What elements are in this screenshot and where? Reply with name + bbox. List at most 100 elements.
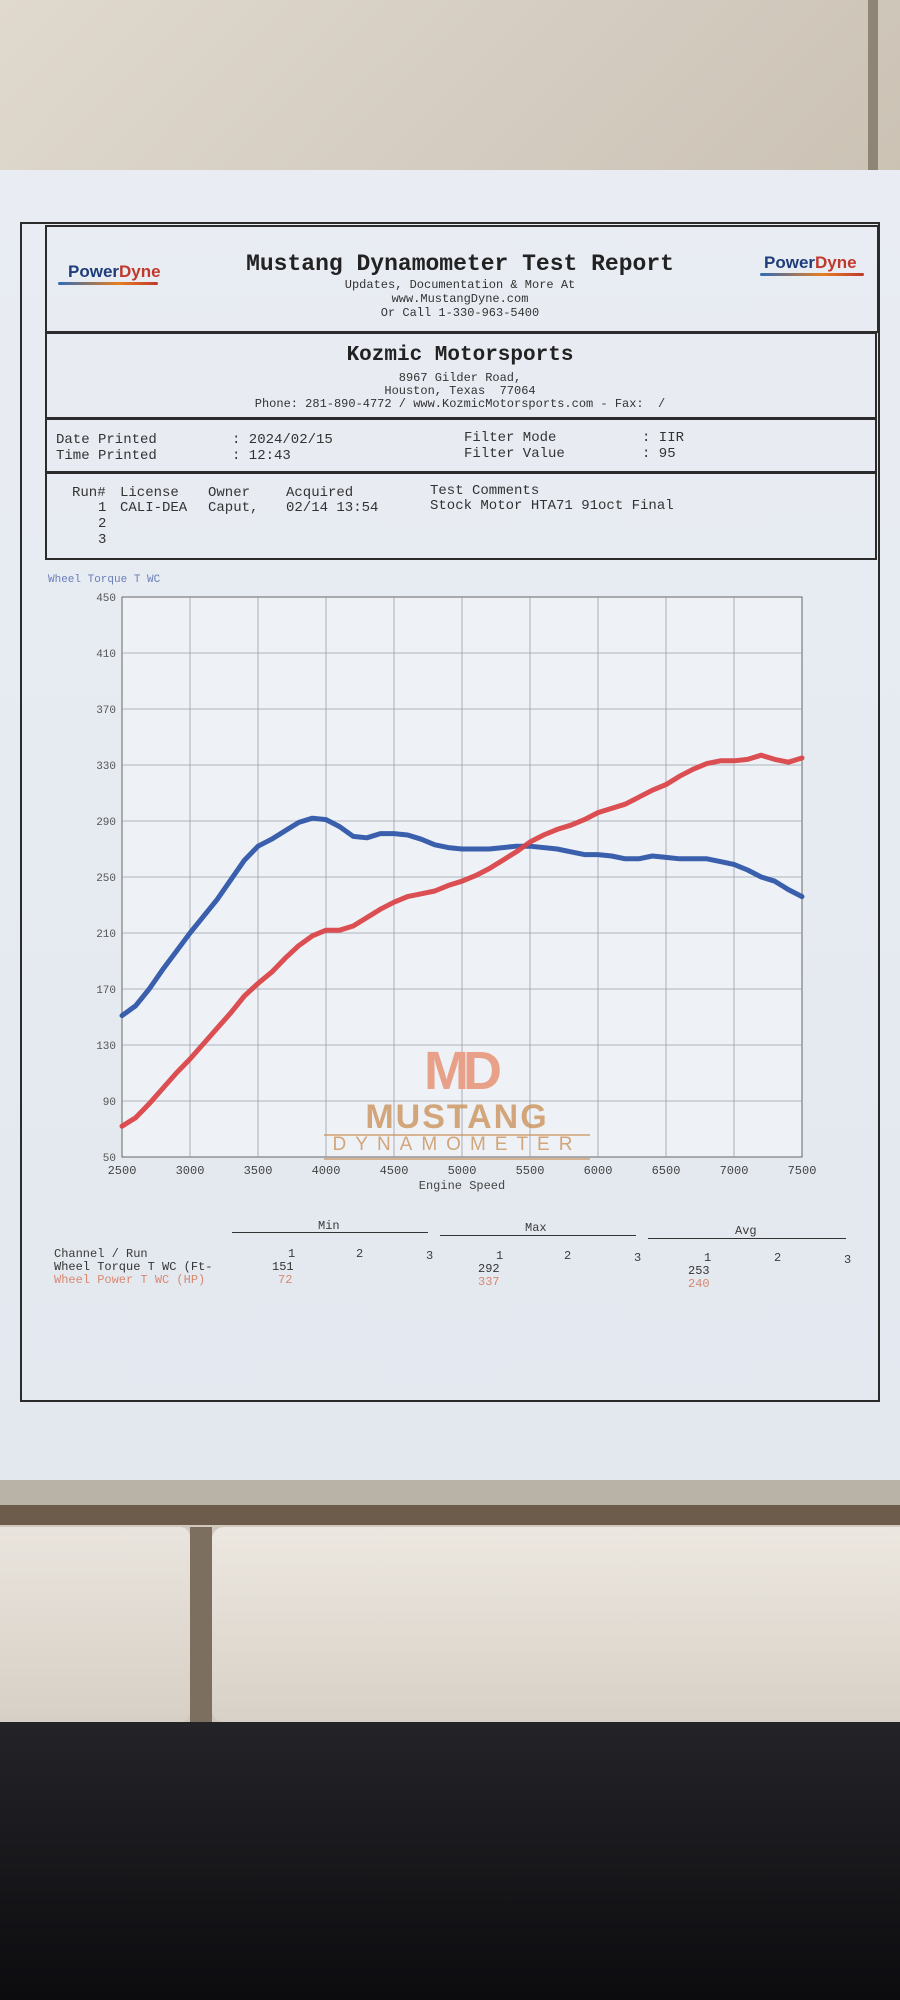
avg-run-3: 3 [844, 1253, 852, 1267]
max-run-1: 1 [496, 1249, 504, 1263]
runs-header-acquired: Acquired [286, 485, 354, 501]
filter-value-label: Filter Value [464, 446, 565, 462]
run-row-1-license: CALI-DEA [120, 500, 188, 516]
watermark-mustang-word: MUSTANG [365, 1098, 549, 1136]
run-row-2-number: 2 [98, 516, 107, 532]
x-tick-label: 4000 [312, 1164, 341, 1178]
min-group-label: Min [318, 1219, 340, 1233]
wall-tile-grout [190, 1527, 212, 1722]
shop-address-line1: 8967 Gilder Road, [398, 371, 522, 385]
max-run-3: 3 [634, 1251, 642, 1265]
max-run-2: 2 [564, 1249, 572, 1263]
run-row-1-owner: Caput, [208, 500, 259, 516]
logo-swoosh-right [760, 273, 864, 276]
shop-name: Kozmic Motorsports [346, 344, 574, 367]
wall-tile-left [0, 1527, 190, 1722]
floor-grout [868, 0, 878, 185]
min-run-1: 1 [288, 1247, 296, 1261]
filter-mode-label: Filter Mode [464, 430, 557, 446]
torque-avg: 253 [688, 1264, 710, 1278]
y-tick-label: 290 [96, 817, 116, 829]
runs-header-license: License [120, 485, 179, 501]
run-row-1-acquired: 02/14 13:54 [286, 500, 379, 516]
run-row-1-comments: Stock Motor HTA71 91oct Final [430, 498, 674, 514]
y-tick-label: 410 [96, 649, 116, 661]
y-tick-label: 250 [96, 873, 116, 885]
runs-box [45, 472, 877, 560]
wall-tile-right [212, 1527, 900, 1722]
logo-text-power: Power [68, 262, 120, 281]
channel-run-header: Channel / Run [54, 1247, 148, 1261]
watermark-rule-bottom [324, 1158, 590, 1160]
report-frame [20, 222, 880, 1402]
avg-run-1: 1 [704, 1251, 712, 1265]
torque-series-line [119, 815, 805, 1019]
avg-group-rule [648, 1238, 846, 1239]
y-tick-label: 450 [96, 593, 116, 605]
y-tick-label: 50 [103, 1153, 116, 1165]
header-line-phone: Or Call 1-330-963-5400 [380, 306, 540, 320]
shop-contact: Phone: 281-890-4772 / www.KozmicMotorspo… [254, 397, 666, 411]
dark-floor [0, 1722, 900, 2000]
runs-header-run: Run# [72, 485, 106, 501]
power-row-label: Wheel Power T WC (HP) [54, 1273, 206, 1287]
y-tick-label: 130 [96, 1041, 116, 1053]
chart-title: Wheel Torque T WC [48, 574, 161, 586]
x-tick-label: 7500 [788, 1164, 817, 1178]
watermark-rule-top [324, 1134, 590, 1136]
y-tick-label: 330 [96, 761, 116, 773]
power-max: 337 [478, 1275, 500, 1289]
filter-mode-value: : IIR [642, 430, 685, 446]
x-tick-label: 7000 [720, 1164, 749, 1178]
mustang-dyno-watermark-logo: MD [424, 1041, 502, 1101]
logo-text-dyne: Dyne [119, 262, 161, 281]
avg-run-2: 2 [774, 1251, 782, 1265]
logo-swoosh-left [58, 282, 158, 285]
watermark-dynamometer-word: DYNAMOMETER [332, 1134, 582, 1155]
avg-group-label: Avg [735, 1224, 757, 1238]
header-line-website: www.MustangDyne.com [391, 292, 529, 306]
x-axis-label: Engine Speed [419, 1179, 505, 1193]
min-run-3: 3 [426, 1249, 434, 1263]
shop-address-line2: Houston, Texas 77064 [384, 384, 536, 398]
report-title: Mustang Dynamometer Test Report [246, 251, 674, 277]
x-tick-label: 2500 [108, 1164, 137, 1178]
max-group-label: Max [525, 1221, 547, 1235]
date-printed-label: Date Printed [56, 432, 157, 448]
y-tick-label: 370 [96, 705, 116, 717]
max-group-rule [440, 1235, 636, 1236]
torque-min: 151 [272, 1260, 294, 1274]
min-group-rule [232, 1232, 428, 1233]
x-tick-label: 6500 [652, 1164, 681, 1178]
logo-text-power: Power [764, 253, 816, 272]
x-tick-label: 3500 [244, 1164, 273, 1178]
floor-tile-background [0, 0, 900, 185]
run-row-1-number: 1 [98, 500, 107, 516]
powerdyne-logo-left: PowerDyne [68, 262, 161, 282]
runs-header-comments: Test Comments [430, 483, 540, 499]
powerdyne-logo-right: PowerDyne [764, 253, 857, 273]
torque-max: 292 [478, 1262, 500, 1276]
torque-row-label: Wheel Torque T WC (Ft- [54, 1260, 213, 1274]
counter-trim [0, 1505, 900, 1525]
power-avg: 240 [688, 1277, 710, 1291]
min-run-2: 2 [356, 1247, 364, 1261]
filter-value-value: : 95 [642, 446, 676, 462]
date-printed-value: : 2024/02/15 [232, 432, 333, 448]
x-tick-label: 4500 [380, 1164, 409, 1178]
x-tick-label: 5000 [448, 1164, 477, 1178]
time-printed-value: : 12:43 [232, 448, 291, 464]
power-min: 72 [278, 1273, 293, 1287]
x-tick-label: 3000 [176, 1164, 205, 1178]
x-tick-label: 5500 [516, 1164, 545, 1178]
x-tick-label: 6000 [584, 1164, 613, 1178]
y-tick-label: 170 [96, 985, 116, 997]
run-row-3-number: 3 [98, 532, 107, 548]
power-series-line [119, 752, 805, 1129]
logo-text-dyne: Dyne [815, 253, 857, 272]
y-tick-label: 210 [96, 929, 116, 941]
runs-header-owner: Owner [208, 485, 251, 501]
time-printed-label: Time Printed [56, 448, 157, 464]
y-tick-label: 90 [103, 1097, 116, 1109]
